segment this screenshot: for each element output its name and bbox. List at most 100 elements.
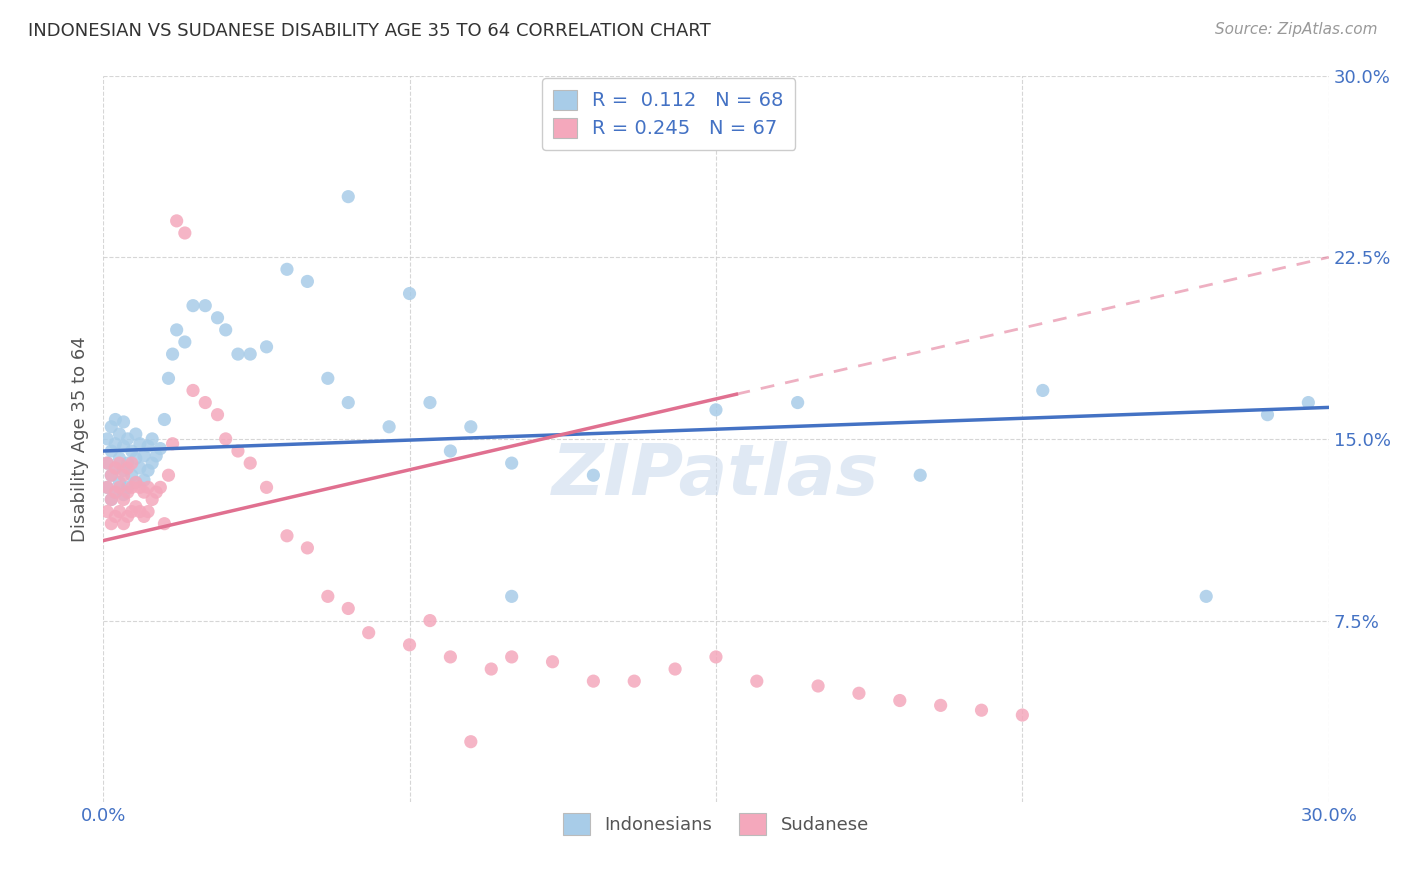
Point	[194, 395, 217, 409]
Point	[181, 384, 204, 398]
Point	[173, 334, 195, 349]
Point	[104, 461, 127, 475]
Point	[1011, 708, 1033, 723]
Point	[439, 649, 461, 664]
Point	[117, 480, 139, 494]
Point	[239, 456, 262, 470]
Point	[112, 439, 135, 453]
Point	[166, 214, 188, 228]
Point	[96, 480, 118, 494]
Point	[157, 468, 180, 483]
Point	[121, 480, 143, 494]
Point	[256, 340, 278, 354]
Point	[108, 451, 131, 466]
Point	[1195, 590, 1218, 604]
Point	[807, 679, 830, 693]
Point	[215, 432, 238, 446]
Point	[117, 456, 139, 470]
Text: ZIPatlas: ZIPatlas	[553, 441, 880, 509]
Point	[207, 310, 229, 325]
Point	[100, 468, 122, 483]
Point	[121, 456, 143, 470]
Point	[136, 439, 159, 453]
Point	[297, 541, 319, 555]
Point	[173, 226, 195, 240]
Point	[104, 509, 127, 524]
Point	[145, 449, 167, 463]
Point	[108, 427, 131, 442]
Point	[745, 674, 768, 689]
Point	[166, 323, 188, 337]
Point	[623, 674, 645, 689]
Point	[207, 408, 229, 422]
Point	[501, 649, 523, 664]
Point	[141, 432, 163, 446]
Point	[582, 674, 605, 689]
Point	[112, 415, 135, 429]
Point	[132, 449, 155, 463]
Point	[129, 461, 152, 475]
Point	[848, 686, 870, 700]
Point	[104, 436, 127, 450]
Point	[136, 463, 159, 477]
Point	[104, 412, 127, 426]
Point	[112, 463, 135, 477]
Point	[157, 371, 180, 385]
Point	[112, 516, 135, 531]
Text: INDONESIAN VS SUDANESE DISABILITY AGE 35 TO 64 CORRELATION CHART: INDONESIAN VS SUDANESE DISABILITY AGE 35…	[28, 22, 711, 40]
Point	[226, 347, 249, 361]
Point	[125, 427, 148, 442]
Point	[501, 456, 523, 470]
Point	[541, 655, 564, 669]
Point	[194, 299, 217, 313]
Point	[297, 275, 319, 289]
Point	[117, 485, 139, 500]
Point	[96, 456, 118, 470]
Point	[136, 480, 159, 494]
Point	[970, 703, 993, 717]
Point	[419, 395, 441, 409]
Point	[337, 395, 360, 409]
Point	[460, 419, 482, 434]
Point	[316, 371, 339, 385]
Point	[117, 461, 139, 475]
Point	[149, 442, 172, 456]
Point	[276, 529, 298, 543]
Point	[108, 505, 131, 519]
Point	[479, 662, 502, 676]
Point	[357, 625, 380, 640]
Point	[162, 436, 184, 450]
Point	[276, 262, 298, 277]
Point	[129, 436, 152, 450]
Point	[1032, 384, 1054, 398]
Point	[132, 485, 155, 500]
Point	[460, 735, 482, 749]
Point	[929, 698, 952, 713]
Legend: Indonesians, Sudanese: Indonesians, Sudanese	[554, 804, 879, 844]
Point	[316, 590, 339, 604]
Point	[104, 485, 127, 500]
Point	[141, 456, 163, 470]
Point	[96, 432, 118, 446]
Point	[121, 444, 143, 458]
Point	[100, 419, 122, 434]
Point	[96, 505, 118, 519]
Point	[141, 492, 163, 507]
Point	[398, 286, 420, 301]
Point	[145, 485, 167, 500]
Point	[582, 468, 605, 483]
Point	[256, 480, 278, 494]
Point	[501, 590, 523, 604]
Point	[786, 395, 808, 409]
Point	[112, 487, 135, 501]
Point	[125, 475, 148, 490]
Point	[104, 485, 127, 500]
Point	[337, 189, 360, 203]
Point	[96, 456, 118, 470]
Point	[129, 480, 152, 494]
Point	[108, 456, 131, 470]
Point	[153, 516, 176, 531]
Point	[112, 468, 135, 483]
Point	[96, 480, 118, 494]
Point	[226, 444, 249, 458]
